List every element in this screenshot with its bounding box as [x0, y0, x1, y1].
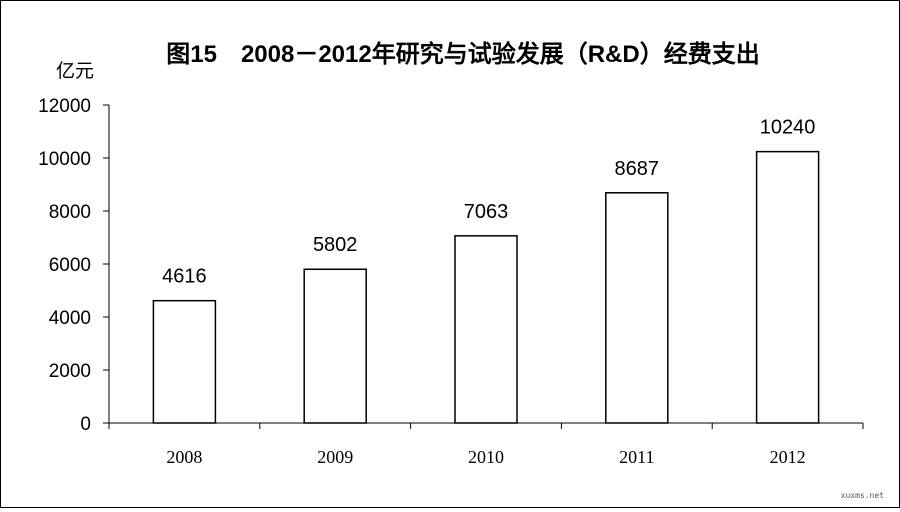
bar-2011 — [605, 192, 669, 424]
chart-title: 图15 2008－2012年研究与试验发展（R&D）经费支出 — [166, 40, 759, 68]
y-tick-label: 6000 — [49, 255, 91, 276]
bar-2012 — [755, 150, 820, 424]
axes: 0 2000 4000 6000 8000 10000 12000 — [38, 96, 864, 435]
data-label: 5802 — [313, 234, 358, 256]
y-tick-label: 2000 — [49, 361, 91, 382]
bars: 4616 2008 5802 2009 7063 2010 8687 2011 10240 201… — [152, 117, 820, 467]
y-tick-label: 8000 — [49, 202, 91, 223]
watermark: xuxms.net — [841, 491, 885, 500]
data-label: 10240 — [760, 117, 816, 139]
x-tick-label: 2008 — [166, 447, 202, 467]
bar-2009 — [303, 268, 367, 424]
y-tick-label: 10000 — [38, 149, 91, 170]
y-tick-label: 12000 — [38, 96, 91, 117]
y-tick-label: 4000 — [49, 308, 91, 329]
bar-2010 — [454, 235, 518, 424]
data-label: 8687 — [615, 158, 660, 180]
bar-2008 — [152, 299, 217, 424]
data-label: 7063 — [464, 201, 509, 223]
y-tick-label: 0 — [80, 414, 91, 435]
x-tick-label: 2012 — [770, 447, 806, 467]
x-tick-label: 2010 — [468, 447, 504, 467]
data-label: 4616 — [162, 266, 207, 288]
x-tick-label: 2011 — [619, 447, 654, 467]
x-tick-label: 2009 — [317, 447, 353, 467]
y-unit-label: 亿元 — [56, 60, 94, 82]
